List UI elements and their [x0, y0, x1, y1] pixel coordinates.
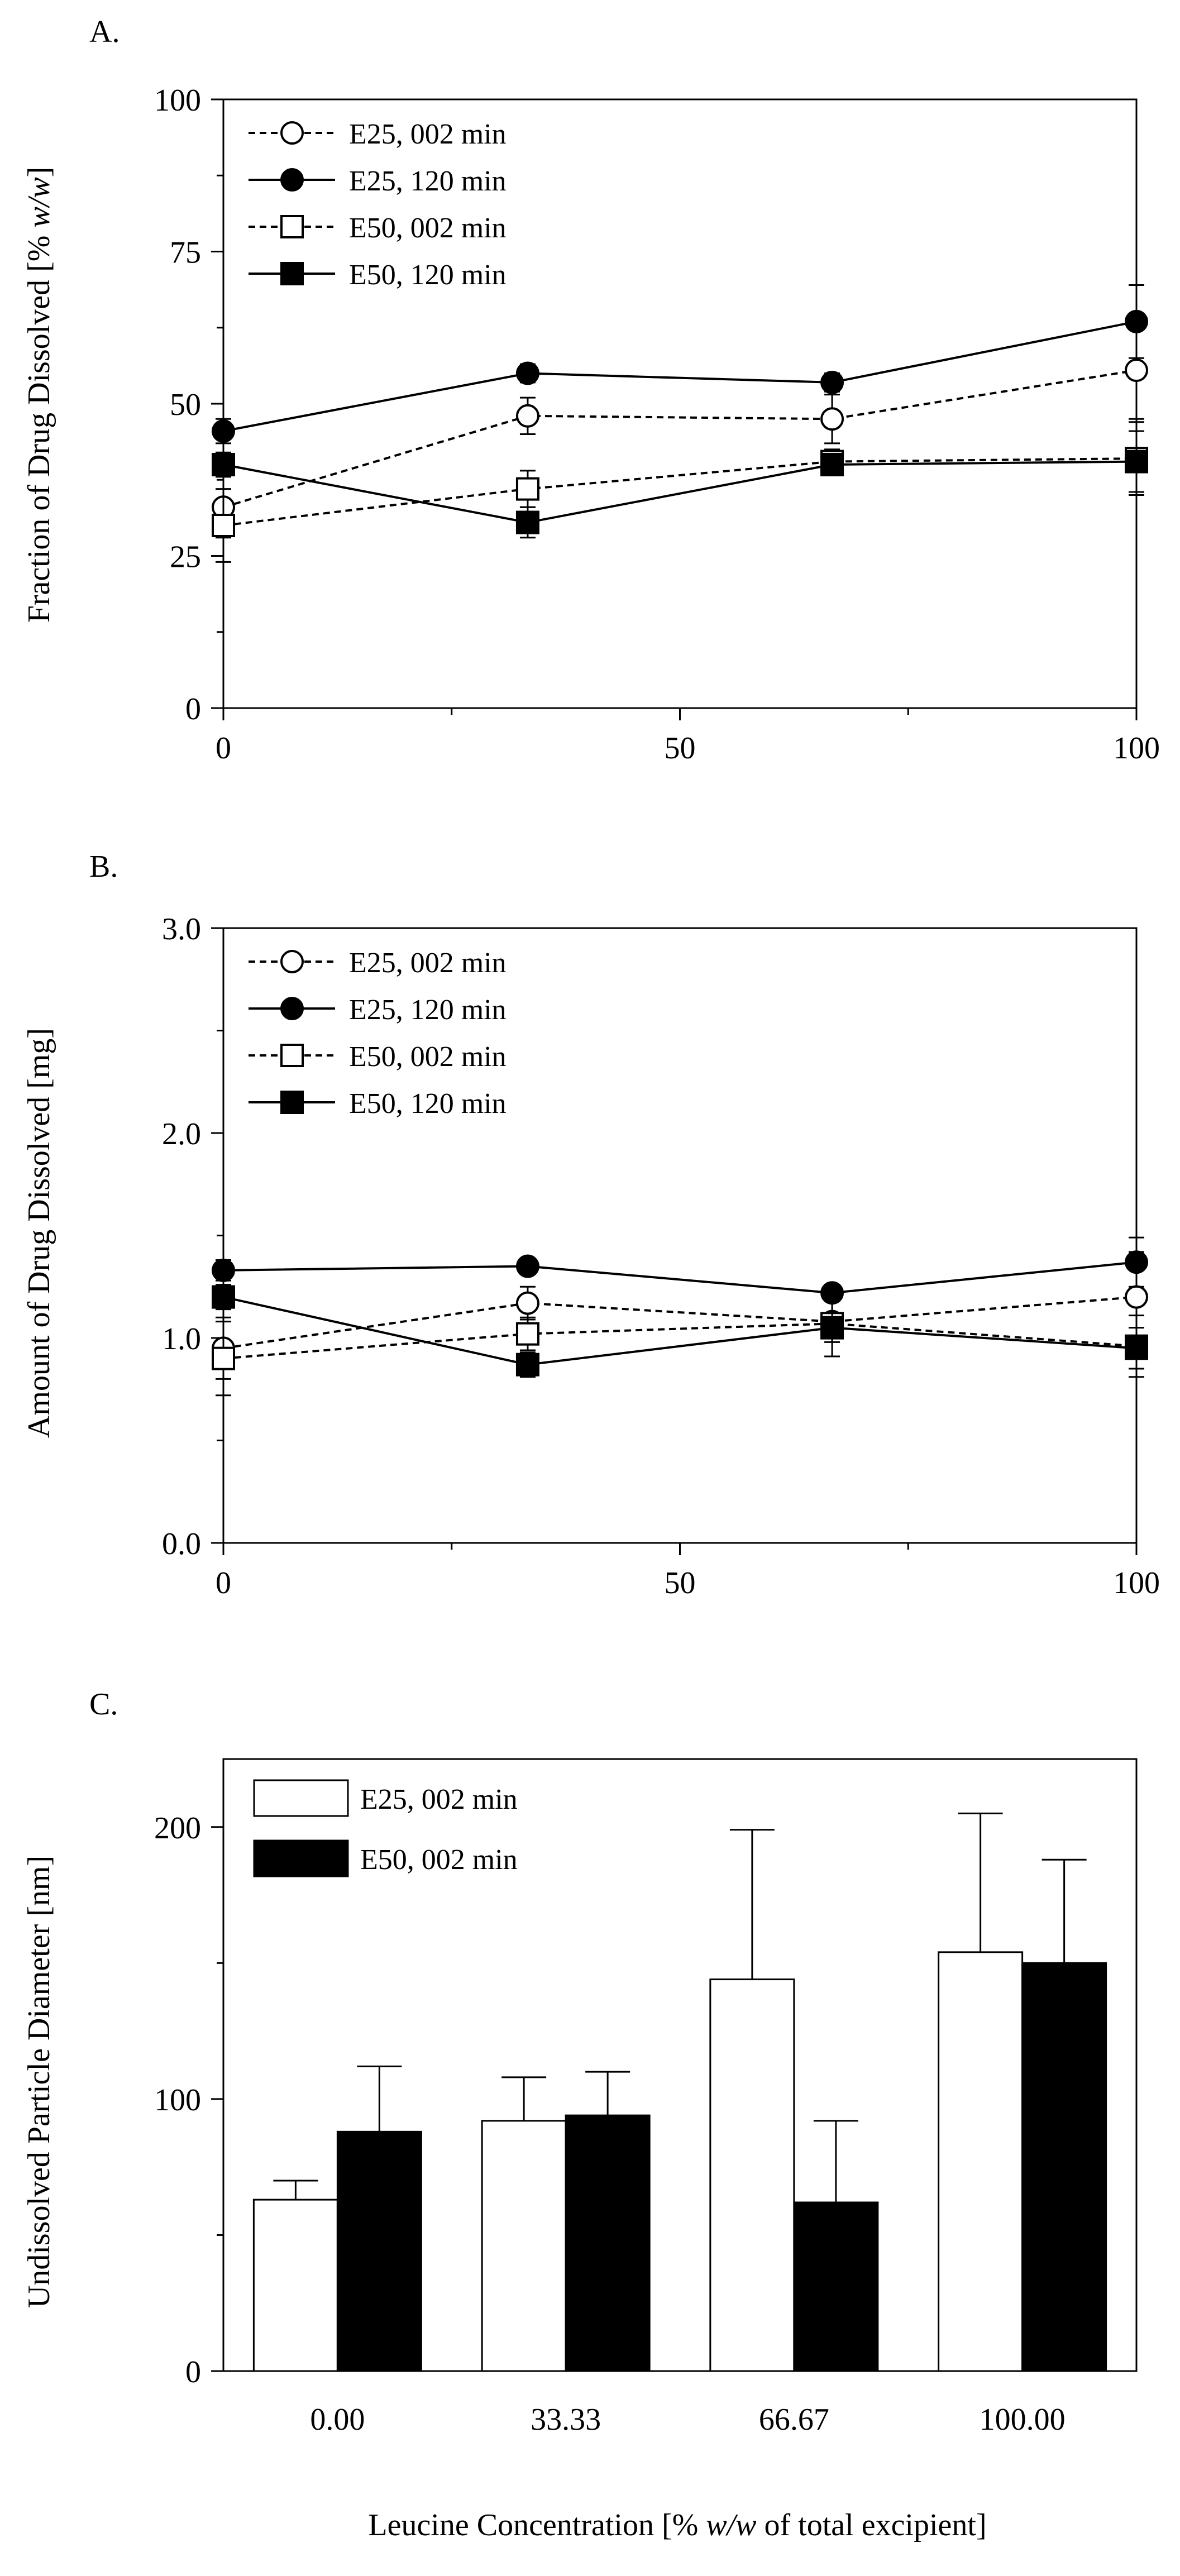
legend-label: E50, 002 min	[360, 1844, 518, 1876]
data-point	[212, 1258, 235, 1282]
series-2	[212, 284, 1148, 445]
panel-a-label: A.	[89, 15, 120, 49]
panel-b-label: B.	[89, 849, 118, 884]
series-line	[223, 1296, 1137, 1350]
data-point	[820, 1316, 844, 1340]
series-line	[223, 460, 1137, 524]
plot-frame	[222, 1758, 1138, 2372]
x-tick-label: 66.67	[759, 2402, 829, 2437]
legend-label: E25, 120 min	[349, 994, 507, 1026]
legend-marker	[280, 950, 304, 973]
legend-label: E50, 002 min	[349, 212, 507, 244]
data-point	[515, 510, 539, 534]
bar	[481, 2120, 567, 2372]
legend-marker	[280, 262, 304, 285]
data-point	[820, 453, 844, 476]
data-point	[515, 1322, 539, 1346]
bar	[336, 2130, 422, 2372]
x-tick-label: 50	[665, 731, 696, 766]
legend-label: E50, 120 min	[349, 259, 507, 291]
data-point	[515, 404, 539, 428]
data-point	[515, 1291, 539, 1315]
y-tick-label: 100	[154, 2083, 201, 2118]
bar	[793, 2201, 879, 2372]
bar	[938, 1951, 1024, 2372]
legend-marker	[280, 997, 304, 1020]
panel-c-y-axis-label: Undissolved Particle Diameter [nm]	[22, 1856, 56, 2308]
data-point	[212, 419, 235, 443]
legend-label: E25, 002 min	[360, 1784, 518, 1815]
series-2	[212, 1236, 1148, 1305]
y-tick-label: 200	[154, 1811, 201, 1846]
x-tick-label: 50	[665, 1566, 696, 1600]
data-point	[212, 1285, 235, 1309]
bar	[565, 2114, 651, 2372]
legend-label: E25, 002 min	[349, 118, 507, 150]
panel-c: C. Undissolved Particle Diameter [nm] 0 1…	[22, 1687, 1138, 2437]
data-point	[820, 370, 844, 394]
series-4	[212, 430, 1148, 539]
data-point	[1125, 450, 1148, 474]
data-point	[1125, 359, 1148, 383]
panel-c-label: C.	[89, 1687, 118, 1722]
legend-marker	[280, 1091, 304, 1114]
x-tick-label: 0.00	[310, 2402, 365, 2437]
data-point	[1125, 1250, 1148, 1274]
x-axis-label: Leucine Concentration [% w/w of total ex…	[368, 2508, 986, 2542]
x-tick-label: 33.33	[531, 2402, 601, 2437]
legend-marker	[280, 1044, 304, 1067]
data-point	[515, 1352, 539, 1377]
legend-marker	[280, 215, 304, 238]
data-point	[1125, 1336, 1148, 1360]
bar	[1021, 1962, 1107, 2372]
legend-swatch	[253, 1779, 349, 1817]
x-tick-label: 0	[216, 1566, 231, 1600]
data-point	[212, 1346, 235, 1370]
series-1	[212, 321, 1148, 539]
series-line	[223, 1261, 1137, 1294]
bar	[709, 1978, 795, 2372]
y-tick-label: 100	[154, 83, 201, 118]
x-tick-label: 100	[1113, 1566, 1160, 1600]
y-tick-label: 0.0	[162, 1527, 201, 1561]
x-tick-label: 100	[1113, 731, 1160, 766]
legend-label: E50, 120 min	[349, 1088, 507, 1120]
series-line	[223, 457, 1137, 527]
y-tick-label: 0	[185, 2355, 201, 2389]
data-point	[515, 361, 539, 385]
data-point	[820, 407, 844, 431]
data-point	[515, 477, 539, 501]
data-point	[212, 453, 235, 476]
bar	[252, 2199, 338, 2372]
series-line	[223, 369, 1137, 509]
legend-label: E50, 002 min	[349, 1041, 507, 1073]
series-line	[223, 1296, 1137, 1366]
x-tick-label: 100.00	[980, 2402, 1066, 2437]
data-point	[515, 1254, 539, 1278]
panel-a: A. Fraction of Drug Dissolved [% w/w] 0 2…	[22, 15, 1160, 766]
data-point	[212, 514, 235, 537]
y-tick-label: 0	[185, 692, 201, 727]
legend-label: E25, 120 min	[349, 165, 507, 197]
y-tick-label: 3.0	[162, 912, 201, 947]
panel-a-y-axis-label: Fraction of Drug Dissolved [% w/w]	[22, 167, 56, 623]
series-line	[223, 1322, 1137, 1360]
legend-label: E25, 002 min	[349, 947, 507, 979]
series-line	[223, 320, 1137, 433]
series-4	[212, 1284, 1148, 1378]
y-tick-label: 25	[170, 540, 201, 575]
y-tick-label: 75	[170, 236, 201, 270]
y-tick-label: 50	[170, 388, 201, 422]
legend-marker	[280, 121, 304, 145]
y-tick-label: 2.0	[162, 1117, 201, 1151]
panel-b: B. Amount of Drug Dissolved [mg] 0.0 1.0 2…	[22, 849, 1160, 1600]
legend-swatch	[253, 1839, 349, 1877]
legend-marker	[280, 168, 304, 192]
data-point	[1125, 309, 1148, 333]
data-point	[1125, 1285, 1148, 1309]
x-tick-label: 0	[216, 731, 231, 766]
panel-b-y-axis-label: Amount of Drug Dissolved [mg]	[22, 1028, 56, 1438]
y-tick-label: 1.0	[162, 1322, 201, 1356]
